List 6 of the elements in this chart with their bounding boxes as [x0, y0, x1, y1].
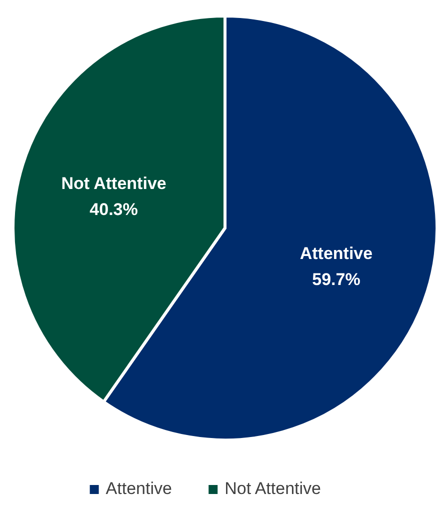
legend-label: Attentive: [106, 479, 172, 498]
slice-label: Attentive: [300, 244, 373, 263]
legend-label: Not Attentive: [224, 479, 321, 498]
slice-label: Not Attentive: [61, 174, 166, 194]
data-label: 59.7%: [312, 270, 360, 289]
data-label: 40.3%: [90, 200, 138, 220]
